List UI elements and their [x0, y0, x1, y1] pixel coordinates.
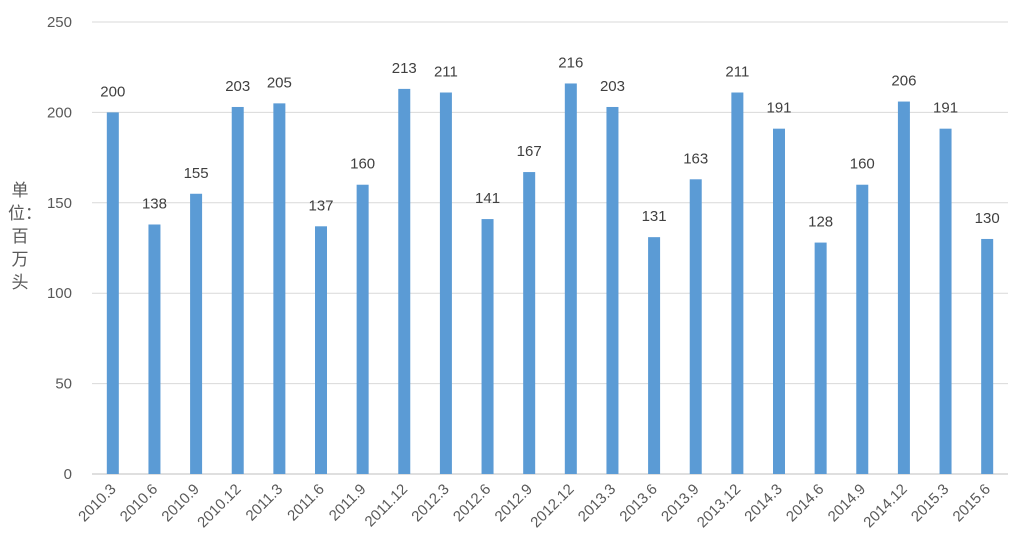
data-label: 205 — [267, 74, 292, 91]
data-label: 138 — [142, 195, 167, 212]
x-tick-label: 2010.6 — [117, 481, 161, 525]
x-tick-label: 2015.3 — [908, 481, 952, 525]
bar — [773, 128, 785, 474]
bar — [814, 242, 827, 474]
bar — [731, 92, 744, 475]
bar — [439, 92, 452, 475]
bar — [273, 103, 286, 475]
y-tick-label: 150 — [47, 195, 72, 212]
bar — [981, 238, 994, 474]
x-tick-label: 2011.3 — [243, 481, 287, 525]
x-tick-label: 2012.3 — [408, 481, 452, 525]
bar — [648, 237, 661, 474]
data-label: 167 — [517, 143, 542, 160]
x-tick-label: 2011.6 — [284, 481, 328, 525]
bar — [606, 106, 619, 474]
bar — [398, 88, 411, 475]
bar — [897, 101, 910, 474]
y-tick-label: 250 — [47, 14, 72, 31]
x-tick-label: 2010.3 — [75, 481, 119, 525]
x-tick-label: 2011.12 — [362, 481, 412, 531]
bar — [231, 106, 244, 474]
bar — [856, 184, 869, 474]
y-tick-label: 0 — [64, 466, 72, 483]
x-tick-label: 2014.12 — [860, 481, 910, 531]
data-label: 163 — [683, 150, 708, 167]
bar — [564, 83, 577, 475]
data-label: 160 — [850, 156, 875, 173]
data-label: 191 — [766, 100, 791, 117]
y-tick-label: 200 — [47, 104, 72, 121]
bar — [939, 128, 952, 474]
x-tick-label: 2012.6 — [450, 481, 494, 525]
x-tick-label: 2013.3 — [575, 481, 619, 525]
bar — [190, 193, 203, 474]
data-label: 203 — [600, 78, 625, 95]
data-label: 155 — [184, 165, 209, 182]
x-tick-label: 2013.12 — [694, 481, 744, 531]
data-label: 137 — [308, 197, 333, 214]
data-label: 203 — [225, 78, 250, 95]
data-label: 216 — [558, 54, 583, 71]
data-label: 211 — [434, 64, 458, 81]
bar — [106, 112, 119, 475]
bar — [481, 219, 494, 474]
bar — [356, 184, 369, 474]
bar — [315, 226, 327, 474]
x-tick-label: 2012.12 — [527, 481, 577, 531]
bar — [689, 179, 702, 474]
data-label: 160 — [350, 156, 375, 173]
y-tick-label: 100 — [47, 285, 72, 302]
data-label: 130 — [975, 210, 1000, 227]
data-label: 191 — [933, 100, 958, 117]
data-label: 206 — [891, 73, 916, 90]
data-label: 131 — [642, 208, 667, 225]
x-tick-label: 2014.3 — [741, 481, 785, 525]
x-tick-label: 2015.6 — [950, 481, 994, 525]
x-tick-label: 2014.6 — [783, 481, 827, 525]
data-label: 200 — [100, 83, 125, 100]
data-label: 211 — [725, 64, 749, 81]
y-tick-label: 50 — [55, 376, 72, 393]
data-label: 128 — [808, 214, 833, 231]
data-label: 213 — [392, 60, 417, 77]
bar — [148, 224, 161, 474]
bar — [523, 172, 536, 474]
data-label: 141 — [475, 190, 500, 207]
x-tick-label: 2010.12 — [194, 481, 244, 531]
x-tick-label: 2013.6 — [616, 481, 660, 525]
